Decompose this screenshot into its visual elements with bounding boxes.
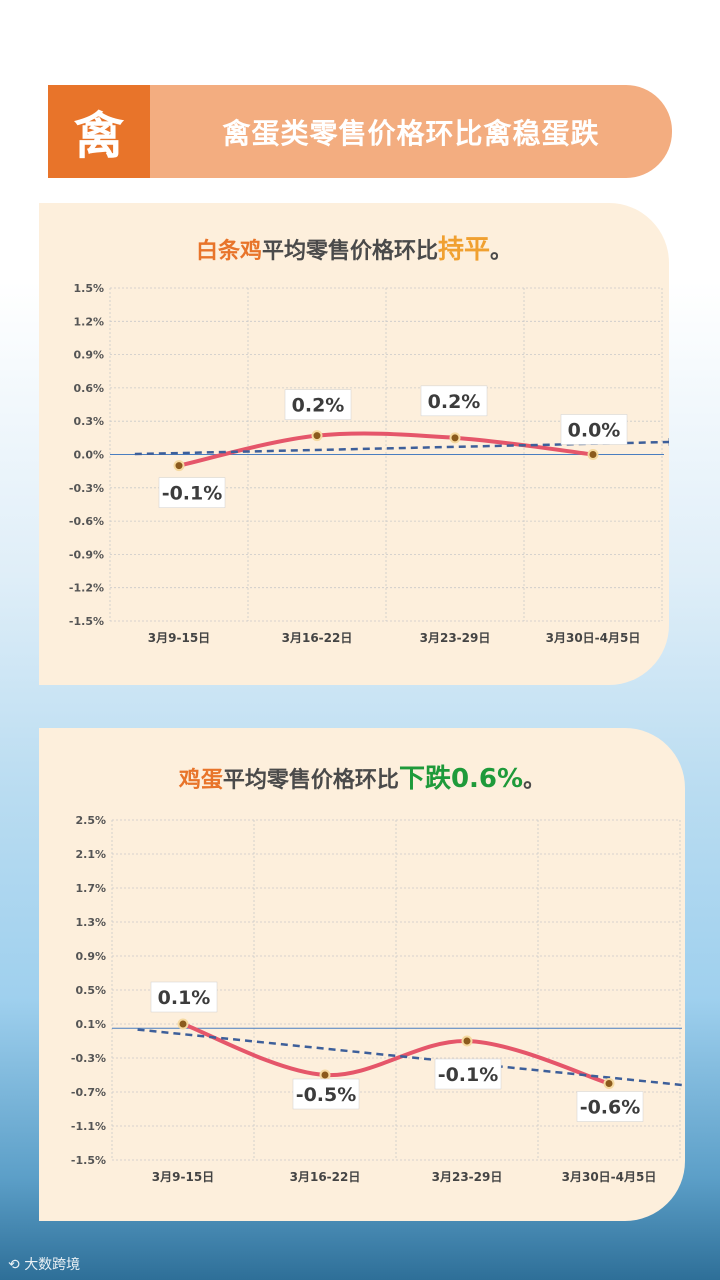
watermark: ⟲ 大数跨境 xyxy=(8,1254,80,1274)
y-tick-label: -1.1% xyxy=(71,1120,106,1133)
data-label-box xyxy=(150,981,218,1013)
data-label-box xyxy=(560,414,628,445)
y-tick-label: 0.5% xyxy=(75,984,106,997)
page-header: 禽 禽蛋类零售价格环比禽稳蛋跌 xyxy=(48,85,672,178)
data-point xyxy=(587,449,599,460)
data-label: 0.2% xyxy=(428,391,481,413)
egg-price-chart: 2.5% 2.1% 1.7% 1.3% 0.9% 0.5% 0.1% -0.3% -0.7% -1… xyxy=(71,814,685,1184)
data-point xyxy=(449,432,461,444)
y-tick-label: 1.2% xyxy=(73,315,104,328)
x-tick-label: 3月16-22日 xyxy=(282,631,353,645)
page-title: 禽蛋类零售价格环比禽稳蛋跌 xyxy=(150,85,672,178)
data-point xyxy=(173,460,185,472)
y-tick-label: 0.1% xyxy=(75,1018,106,1031)
chicken-chart-title: 白条鸡平均零售价格环比持平。 xyxy=(39,229,669,266)
data-label: -0.1% xyxy=(162,483,223,505)
x-tick-label: 3月30日-4月5日 xyxy=(546,631,641,645)
x-tick-label: 3月23-29日 xyxy=(420,631,491,645)
trend-line xyxy=(137,1028,685,1087)
y-tick-label: 0.9% xyxy=(73,349,104,362)
data-label-box xyxy=(158,477,226,508)
y-tick-label: -0.3% xyxy=(71,1052,106,1065)
data-label-box xyxy=(420,385,488,417)
watermark-logo-icon: ⟲ xyxy=(8,1257,25,1273)
y-tick-label: 2.5% xyxy=(75,814,106,827)
data-label: 0.0% xyxy=(568,420,621,442)
y-tick-label: -1.2% xyxy=(69,582,104,595)
watermark-text: 大数跨境 xyxy=(24,1257,81,1273)
x-tick-label: 3月9-15日 xyxy=(148,631,210,645)
x-tick-label: 3月16-22日 xyxy=(290,1170,361,1184)
data-label: 0.2% xyxy=(292,395,345,417)
data-label-box xyxy=(434,1058,502,1090)
chicken-title-suffix: 。 xyxy=(490,239,513,264)
egg-title-highlight: 下跌0.6% xyxy=(398,764,524,794)
data-label-box xyxy=(284,389,352,420)
data-point xyxy=(319,1069,331,1081)
chicken-chart-card: 白条鸡平均零售价格环比持平。 1.5% 1.2% 0.9% 0.6% 0.3% 0.0% -… xyxy=(39,203,669,685)
y-tick-label: -0.9% xyxy=(69,548,104,561)
data-point xyxy=(177,1018,189,1030)
egg-title-suffix: 。 xyxy=(523,768,546,793)
data-label-box xyxy=(576,1091,644,1122)
data-label-box xyxy=(292,1078,360,1110)
series-line xyxy=(181,1022,611,1086)
chicken-title-mid: 平均零售价格环比 xyxy=(261,239,438,264)
y-tick-label: 0.9% xyxy=(75,950,106,963)
y-tick-label: 1.3% xyxy=(75,916,106,929)
y-tick-label: 0.3% xyxy=(73,415,104,428)
chicken-title-highlight: 持平 xyxy=(438,235,491,265)
y-tick-label: -1.5% xyxy=(69,615,104,628)
y-tick-label: -1.5% xyxy=(71,1154,106,1167)
data-point xyxy=(461,1035,473,1047)
x-tick-label: 3月30日-4月5日 xyxy=(562,1170,657,1184)
y-tick-label: -0.3% xyxy=(69,482,104,495)
data-label: -0.5% xyxy=(296,1084,357,1106)
egg-chart-card: 鸡蛋平均零售价格环比下跌0.6%。 2.5% 2.1% 1.7% 1.3% 0.9% 0.… xyxy=(39,728,685,1221)
data-point xyxy=(311,430,323,442)
chicken-price-chart: 1.5% 1.2% 0.9% 0.6% 0.3% 0.0% -0.3% -0.6% -0.9% -… xyxy=(69,282,669,645)
data-label: -0.1% xyxy=(438,1064,499,1086)
y-tick-label: 2.1% xyxy=(75,848,106,861)
y-tick-label: -0.7% xyxy=(71,1086,106,1099)
egg-title-mid: 平均零售价格环比 xyxy=(222,768,399,793)
x-tick-label: 3月23-29日 xyxy=(432,1170,503,1184)
data-label: -0.6% xyxy=(580,1097,641,1119)
y-tick-label: 0.6% xyxy=(73,382,104,395)
data-label: 0.1% xyxy=(158,987,211,1009)
chicken-title-prefix: 白条鸡 xyxy=(195,239,262,264)
egg-chart-title: 鸡蛋平均零售价格环比下跌0.6%。 xyxy=(39,758,685,795)
header-badge: 禽 xyxy=(48,85,150,178)
x-tick-label: 3月9-15日 xyxy=(152,1170,214,1184)
y-tick-label: -0.6% xyxy=(69,515,104,528)
egg-title-prefix: 鸡蛋 xyxy=(178,768,223,793)
y-tick-label: 1.5% xyxy=(73,282,104,295)
y-tick-label: 1.7% xyxy=(75,882,106,895)
y-tick-label: 0.0% xyxy=(73,449,104,462)
data-point xyxy=(603,1078,615,1089)
